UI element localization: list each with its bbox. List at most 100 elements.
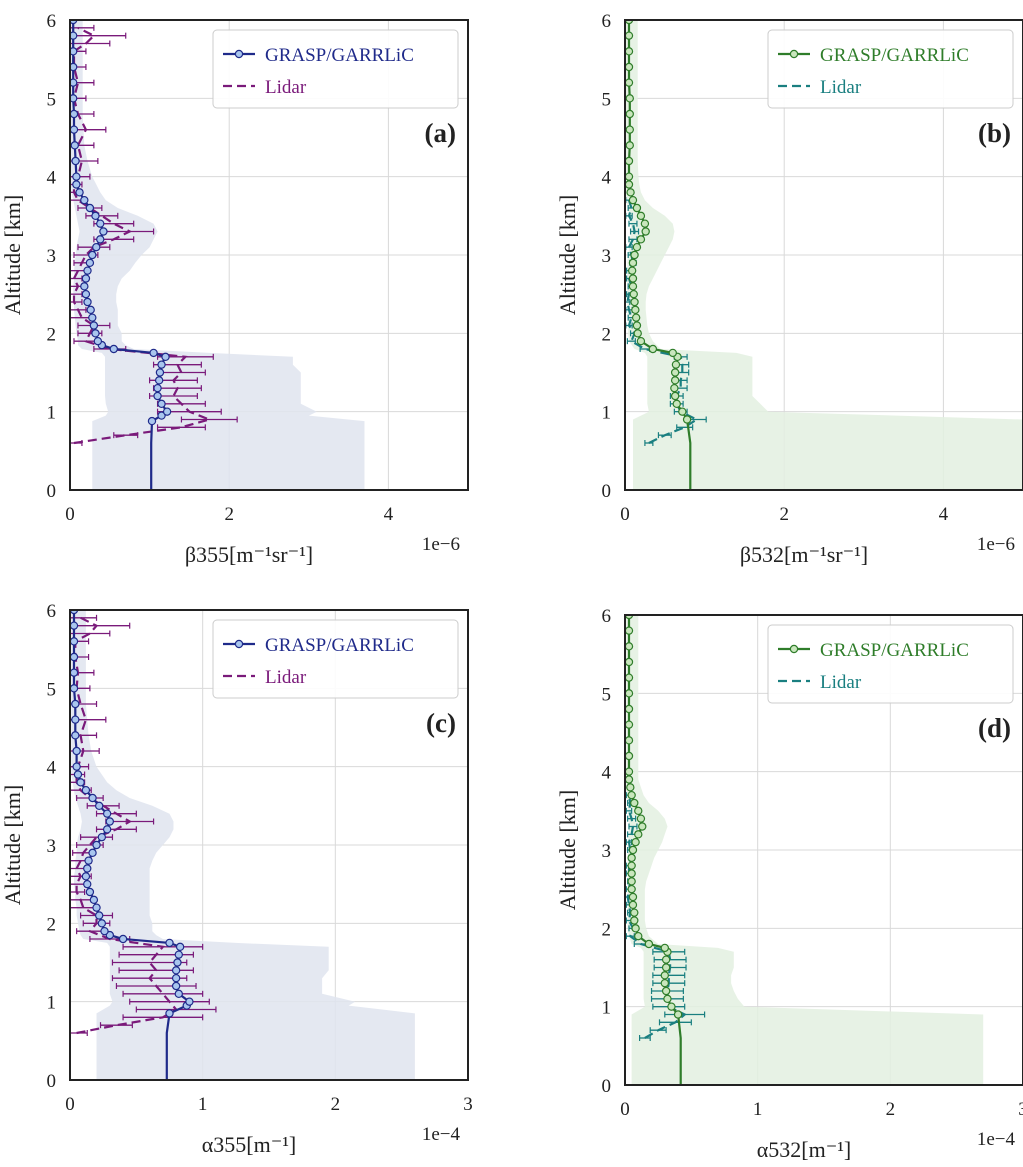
- grasp-point: [625, 31, 634, 40]
- x-tick-label: 1: [198, 1094, 208, 1115]
- y-tick-label: 2: [47, 324, 57, 345]
- grasp-point: [76, 778, 85, 787]
- grasp-point: [153, 391, 162, 401]
- grasp-point: [631, 313, 641, 322]
- legend: GRASP/GARRLiC Lidar: [212, 29, 459, 109]
- x-tick-label: 0: [65, 504, 75, 525]
- legend-label-lidar: Lidar: [820, 672, 862, 693]
- grasp-point: [155, 368, 165, 377]
- x-tick-label: 2: [779, 504, 789, 525]
- y-tick-label: 4: [47, 168, 57, 189]
- axes-frame: [69, 609, 469, 1081]
- grasp-point: [625, 47, 634, 56]
- grasp-point: [631, 837, 640, 847]
- y-axis-title: Altitude [km]: [555, 790, 580, 910]
- y-axis-title: Altitude [km]: [555, 195, 580, 315]
- y-tick-label: 3: [47, 246, 57, 267]
- grasp-point: [161, 352, 170, 362]
- legend-label-grasp: GRASP/GARRLiC: [820, 45, 969, 66]
- grasp-point: [75, 188, 84, 197]
- x-axis-title: α532[m⁻¹]: [757, 1137, 852, 1162]
- y-tick-label: 6: [47, 601, 57, 622]
- grasp-point: [625, 673, 634, 682]
- grasp-point: [72, 180, 81, 189]
- x-tick-label: 3: [463, 1094, 473, 1115]
- grasp-point: [70, 31, 78, 40]
- legend-marker-grasp: [789, 644, 799, 654]
- legend-marker-grasp: [789, 49, 799, 59]
- grasp-point: [630, 297, 639, 307]
- legend-label-lidar: Lidar: [265, 77, 307, 98]
- y-tick-label: 0: [47, 481, 57, 502]
- x-tick-label: 4: [384, 504, 394, 525]
- grasp-point: [92, 242, 101, 252]
- y-tick-label: 0: [602, 481, 612, 502]
- uncertainty-band: [70, 20, 365, 490]
- y-tick-label: 5: [47, 89, 57, 110]
- grasp-point: [625, 736, 634, 745]
- axes-frame: [69, 19, 469, 491]
- legend-label-grasp: GRASP/GARRLiC: [265, 635, 414, 656]
- x-tick-label: 0: [620, 1099, 630, 1120]
- grasp-point: [85, 203, 95, 213]
- grasp-point: [88, 848, 97, 858]
- grasp-point: [625, 642, 634, 651]
- legend: GRASP/GARRLiC Lidar: [767, 624, 1014, 704]
- grasp-point: [80, 282, 89, 291]
- y-tick-label: 6: [47, 11, 57, 32]
- uncertainty-band: [625, 20, 1023, 490]
- y-tick-label: 0: [602, 1076, 612, 1097]
- x-tick-label: 2: [224, 504, 234, 525]
- legend-label-lidar: Lidar: [820, 77, 862, 98]
- grasp-point: [667, 1002, 676, 1011]
- y-tick-label: 6: [602, 606, 612, 627]
- grasp-point: [625, 626, 634, 635]
- grasp-point: [625, 125, 634, 134]
- x-tick-label: 2: [886, 1099, 896, 1120]
- grasp-point: [634, 806, 643, 816]
- grasp-point: [88, 313, 97, 322]
- y-tick-label: 5: [602, 684, 612, 705]
- grasp-point: [97, 919, 107, 928]
- grasp-point: [91, 211, 100, 221]
- y-tick-label: 1: [47, 403, 57, 424]
- grasp-point: [88, 250, 97, 260]
- grasp-point: [72, 762, 81, 771]
- axes-frame: [624, 614, 1023, 1086]
- legend-box: [212, 29, 459, 109]
- grasp-point: [625, 78, 634, 87]
- grasp-point: [91, 329, 100, 338]
- y-tick-label: 1: [602, 998, 612, 1019]
- grasp-point: [105, 817, 115, 826]
- grasp-point: [149, 348, 158, 358]
- grasp-point: [633, 329, 642, 338]
- grasp-point: [185, 997, 194, 1006]
- grasp-point: [625, 720, 634, 729]
- grasp-point: [634, 931, 643, 941]
- panel-label: (d): [978, 713, 1011, 743]
- grasp-point: [627, 266, 637, 275]
- x-axis-title: β532[m⁻¹sr⁻¹]: [740, 542, 868, 567]
- grasp-point: [171, 981, 181, 991]
- grasp-point: [86, 305, 95, 315]
- grasp-point: [632, 203, 642, 213]
- grasp-point: [625, 775, 634, 784]
- grasp-point: [71, 156, 80, 166]
- y-tick-label: 5: [47, 679, 57, 700]
- grasp-point: [660, 971, 670, 980]
- grasp-point: [71, 715, 80, 724]
- grasp-point: [670, 368, 680, 377]
- grasp-point: [83, 879, 92, 889]
- grasp-point: [102, 825, 112, 834]
- x-scale-label: 1e−6: [977, 534, 1015, 555]
- lidar-line: [626, 199, 699, 444]
- grasp-point: [153, 383, 162, 393]
- panel-label: (c): [426, 708, 456, 738]
- grasp-point: [625, 141, 634, 150]
- grasp-point: [70, 621, 79, 630]
- grasp-point: [638, 822, 647, 831]
- grasp-point: [644, 939, 654, 949]
- grasp-point: [625, 689, 634, 698]
- grasp-point: [625, 156, 634, 166]
- grasp-point: [70, 668, 79, 677]
